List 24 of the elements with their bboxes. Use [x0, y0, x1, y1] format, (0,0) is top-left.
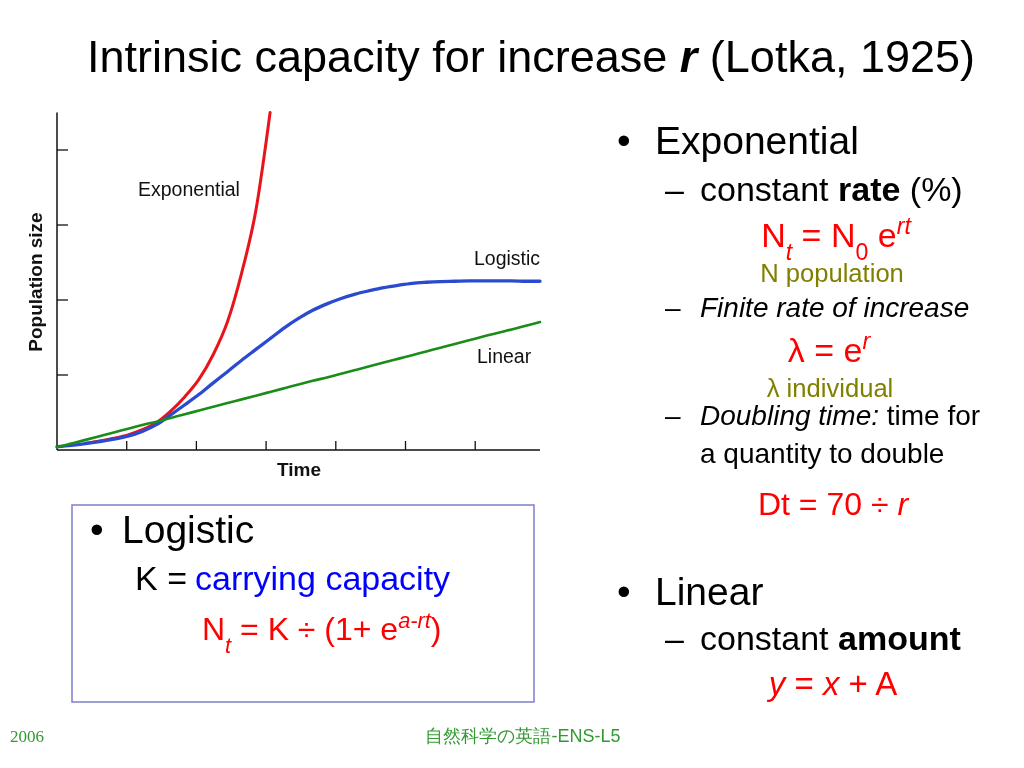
text: • Logistic	[90, 508, 255, 551]
text: Dt = 70 ÷ r	[757, 486, 910, 522]
series-label: Logistic	[474, 247, 541, 269]
text: N$_{t}$ = K ÷ (1+ e$^{a-rt}$)	[202, 607, 442, 658]
text: – constant amount	[665, 619, 961, 657]
y-axis-title: Population size	[25, 212, 46, 352]
text: carrying capacity	[195, 559, 451, 597]
text: • Linear	[617, 570, 764, 613]
text: λ = e$^{r}$	[787, 328, 872, 369]
x-axis-title: Time	[276, 459, 322, 480]
text: – Finite rate of increase	[665, 292, 970, 323]
text: 自然科学の英語-ENS-L5	[425, 726, 621, 746]
series-label: Linear	[477, 345, 532, 367]
text: y = x + A	[766, 665, 898, 702]
text: – constant rate (%)	[665, 170, 963, 208]
text: N population	[760, 259, 904, 287]
text: a quantity to double	[700, 438, 945, 469]
text: – Doubling time: time for	[665, 400, 981, 431]
text: K =	[135, 559, 187, 597]
chart-title: Intrinsic capacity for increase r (Lotka, 1925)	[87, 31, 976, 82]
text: 2006	[10, 727, 44, 746]
text: λ individual	[766, 374, 894, 402]
series-label: Exponential	[138, 178, 240, 200]
text: • Exponential	[617, 119, 859, 162]
